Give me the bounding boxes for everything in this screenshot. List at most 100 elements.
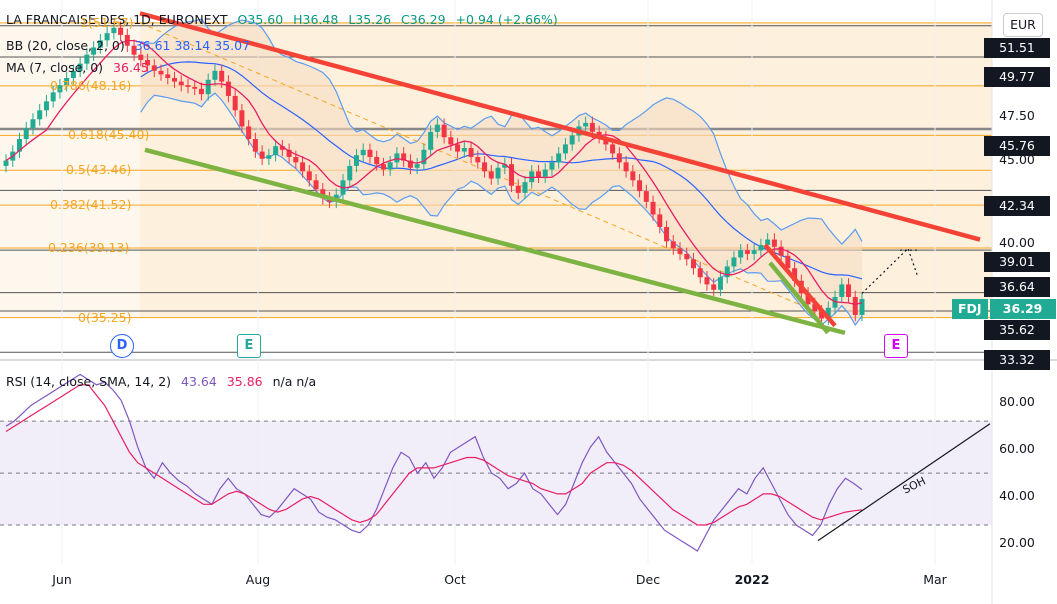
candle-body <box>569 135 575 145</box>
rsi-axis-label: 40.00 <box>999 488 1035 503</box>
candle-body <box>185 85 191 87</box>
candle-body <box>279 146 285 150</box>
candle-body <box>57 85 63 93</box>
price-label: 35.62 <box>984 320 1050 340</box>
candle-body <box>306 171 312 181</box>
candle-body <box>670 241 676 249</box>
short-green-trendline <box>768 261 830 335</box>
resistance-trendline <box>139 11 981 242</box>
open-value: O35.60 <box>237 12 284 27</box>
bb-legend[interactable]: BB (20, close, 2, 0) 36.61 38.14 35.07 <box>6 38 256 53</box>
candle-body <box>488 171 494 179</box>
rsi-line <box>5 373 863 552</box>
rsi-legend[interactable]: RSI (14, close, SMA, 14, 2) 43.64 35.86 … <box>6 374 322 389</box>
candle-body <box>664 226 670 242</box>
rsi-sma-line <box>5 384 863 526</box>
symbol-header: LA FRANCAISE DES, 1D, EURONEXT O35.60 H3… <box>6 12 564 27</box>
candle-body <box>461 148 467 152</box>
candle-body <box>771 239 777 247</box>
candle-body <box>131 45 137 55</box>
price-label: 36.64 <box>984 277 1050 297</box>
candle-body <box>556 153 562 163</box>
candle-body <box>37 110 43 120</box>
candle-body <box>589 122 595 132</box>
fib-level-label: 0.786(48.16) <box>50 77 132 93</box>
candle-body <box>738 250 744 258</box>
earnings-event-icon[interactable]: E <box>237 334 261 358</box>
candle-body <box>455 144 461 152</box>
candle-body <box>104 33 110 41</box>
upcoming-earnings-event-icon[interactable]: E <box>884 334 908 358</box>
candle-body <box>684 253 690 260</box>
candle-body <box>690 259 696 269</box>
candle-body <box>293 156 299 163</box>
currency-button[interactable]: EUR <box>1003 13 1043 37</box>
candle-body <box>43 101 49 111</box>
soh-trendline <box>817 423 991 542</box>
candle-body <box>380 164 386 170</box>
rsi-value: 43.64 <box>181 374 217 389</box>
candle-body <box>630 171 636 181</box>
price-label: 47.50 <box>999 108 1035 123</box>
price-label: 40.00 <box>999 235 1035 250</box>
candle-body <box>778 246 784 256</box>
price-label: 45.76 <box>984 136 1050 156</box>
candle-body <box>360 149 366 156</box>
candle-body <box>84 54 90 64</box>
price-label: 49.77 <box>984 67 1050 87</box>
candle-body <box>23 128 29 140</box>
candle-body <box>30 119 36 129</box>
candle-body <box>616 153 622 163</box>
rsi-axis-label: 60.00 <box>999 441 1035 456</box>
candle-body <box>441 124 447 138</box>
candle-body <box>475 156 481 163</box>
rsi-label: RSI (14, close, SMA, 14, 2) <box>6 374 172 389</box>
candle-body <box>374 156 380 165</box>
candle-body <box>138 54 144 61</box>
ma-legend[interactable]: MA (7, close, 0) 36.45 <box>6 60 155 75</box>
candle-body <box>819 311 825 319</box>
symbol-title: LA FRANCAISE DES, 1D, EURONEXT <box>6 12 228 27</box>
dividend-event-icon[interactable]: D <box>110 334 134 358</box>
candle-body <box>286 149 292 157</box>
rsi-axis-label: 20.00 <box>999 535 1035 550</box>
price-label: 51.51 <box>984 38 1050 58</box>
candle-body <box>111 27 117 34</box>
close-value: C36.29 <box>401 12 446 27</box>
x-axis-label: Aug <box>245 572 271 587</box>
candle-body <box>596 131 602 138</box>
candle-body <box>353 155 359 166</box>
bb-values: 36.61 38.14 35.07 <box>134 38 251 53</box>
high-value: H36.48 <box>293 12 339 27</box>
candle-body <box>825 307 831 319</box>
candle-body <box>839 284 845 297</box>
x-axis-label: Jun <box>52 572 72 587</box>
candle-body <box>16 139 22 152</box>
fib-trend-line <box>139 22 831 319</box>
short-red-trendline <box>763 243 837 328</box>
fib-level-label: 0.236(39.13) <box>48 239 130 255</box>
fib-level-label: 0.382(41.52) <box>50 197 132 213</box>
ma-line <box>5 39 863 306</box>
price-label: 42.34 <box>984 196 1050 216</box>
candle-body <box>468 148 474 157</box>
candle-body <box>212 70 218 80</box>
bb-basis-line <box>140 61 863 280</box>
candle-body <box>407 160 413 168</box>
price-label: 45.00 <box>999 152 1035 167</box>
candle-body <box>583 122 589 127</box>
candle-body <box>347 165 353 181</box>
candle-body <box>542 169 548 177</box>
candle-body <box>495 167 501 179</box>
candle-body <box>394 153 400 163</box>
candle-body <box>252 139 258 152</box>
candle-body <box>515 185 521 193</box>
candle-body <box>852 296 858 315</box>
candle-body <box>434 124 440 132</box>
candle-body <box>313 180 319 190</box>
price-label: 33.32 <box>984 350 1050 370</box>
candle-body <box>3 160 9 166</box>
candle-body <box>677 248 683 254</box>
fib-level-label: 1(51.67) <box>80 14 134 30</box>
